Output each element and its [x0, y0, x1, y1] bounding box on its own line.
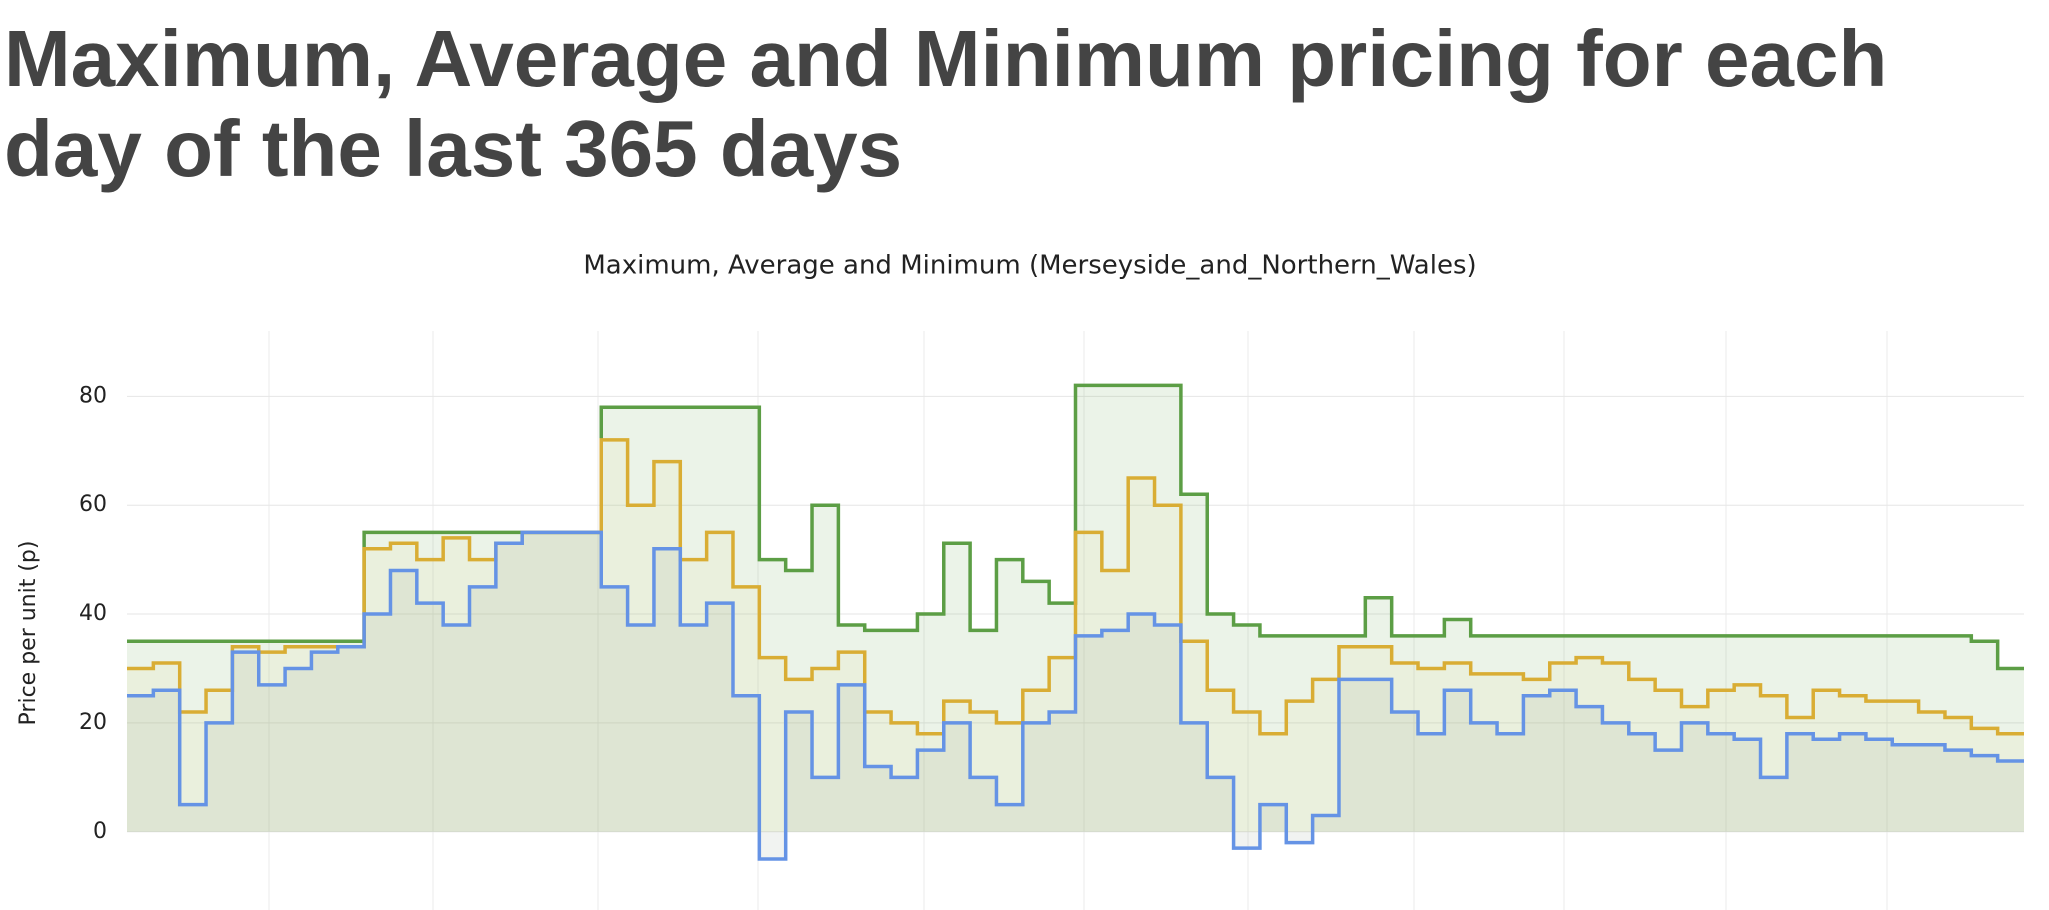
- y-tick-label: 20: [79, 710, 107, 735]
- y-tick-label: 60: [79, 492, 107, 517]
- y-tick-label: 0: [93, 819, 107, 844]
- line: [127, 530, 2024, 861]
- page-title: Maximum, Average and Minimum pricing for…: [4, 14, 1888, 193]
- y-axis-label: Price per unit (p): [16, 541, 41, 726]
- y-tick-label: 80: [79, 383, 107, 408]
- chart-title: Maximum, Average and Minimum (Merseyside…: [583, 251, 1476, 281]
- y-tick-label: 40: [79, 601, 107, 626]
- line: [127, 438, 2024, 736]
